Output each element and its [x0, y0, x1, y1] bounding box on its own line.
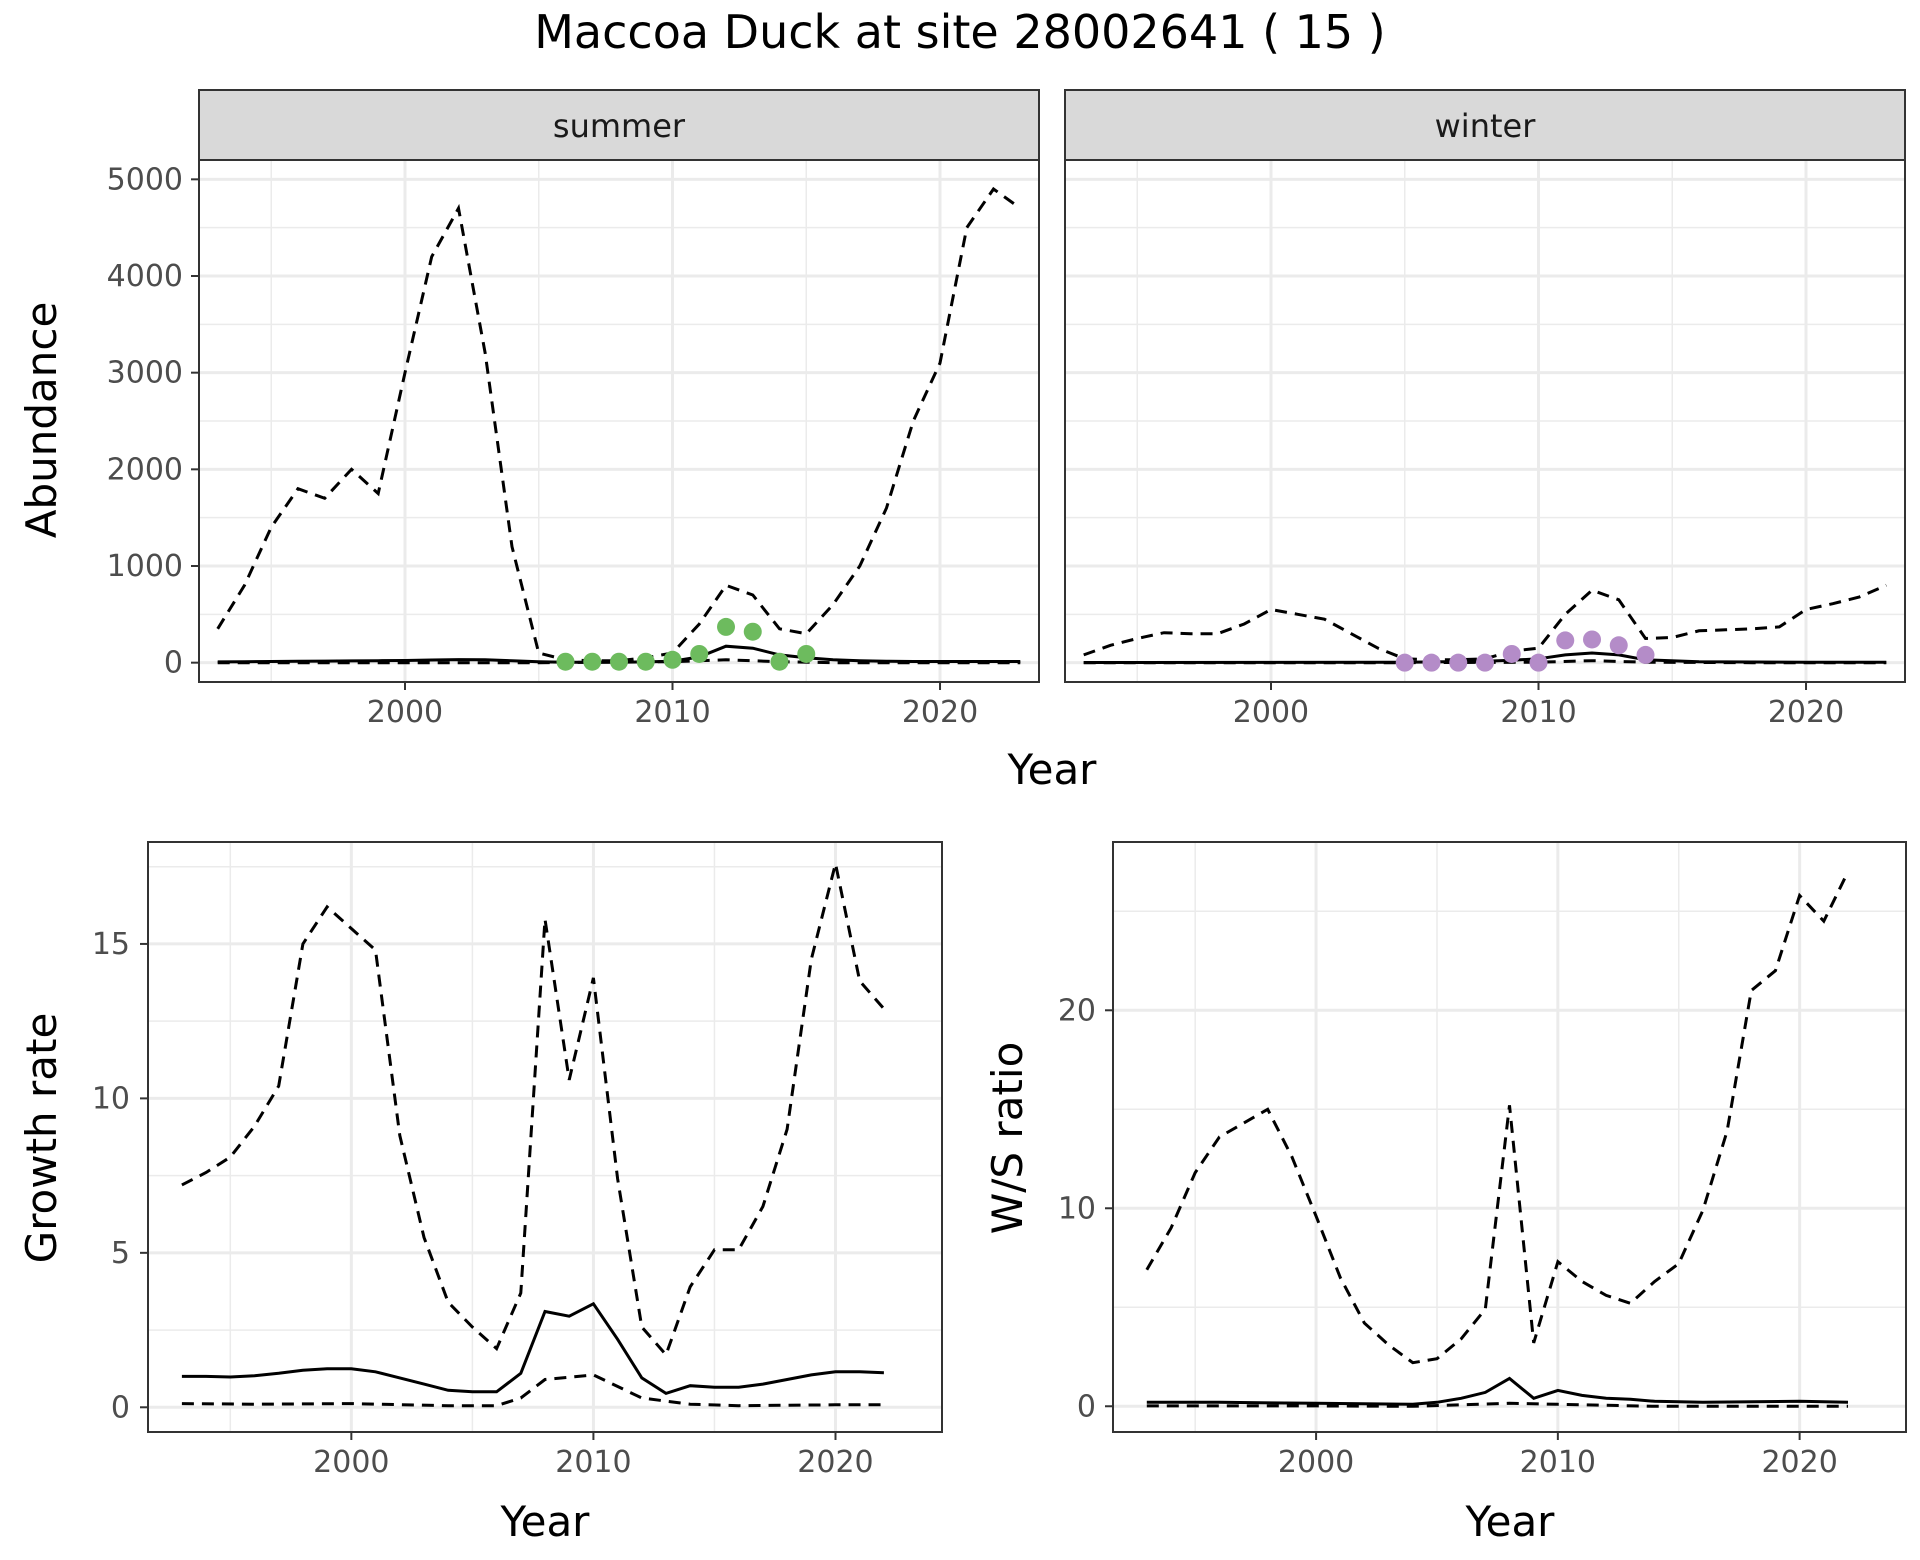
count-point: [583, 652, 602, 671]
count-point: [663, 650, 682, 669]
strip-label-winter: winter: [1435, 107, 1537, 145]
strip-label-summer: summer: [553, 107, 686, 145]
count-point: [1636, 645, 1655, 664]
y-tick-label: 4000: [107, 259, 183, 294]
plot-background: [1113, 842, 1906, 1432]
strip-summer: summer: [198, 89, 1040, 161]
x-tick-label: 2000: [1233, 695, 1309, 730]
y-tick-label: 10: [92, 1081, 130, 1116]
x-tick-label: 2010: [634, 695, 710, 730]
panel-border: [147, 841, 943, 1433]
y-tick-label: 1000: [107, 549, 183, 584]
count-point: [1395, 653, 1414, 672]
top-x-axis-title: Year: [1007, 745, 1098, 794]
x-tick-label: 2010: [555, 1445, 631, 1480]
y-tick-label: 2000: [107, 452, 183, 487]
y-tick-label: 5: [111, 1236, 130, 1271]
y-tick-label: 0: [1077, 1389, 1096, 1424]
estimate-line: [181, 1301, 884, 1396]
y-tick-label: 3000: [107, 356, 183, 391]
count-point: [636, 652, 655, 671]
count-point: [1609, 636, 1628, 655]
top-y-axis-title: Abundance: [17, 302, 66, 539]
count-point: [1476, 653, 1494, 672]
strip-winter: winter: [1064, 89, 1906, 161]
x-tick-label: 2010: [1500, 695, 1576, 730]
count-point: [797, 644, 816, 663]
x-tick-label: 2020: [797, 1445, 873, 1480]
upper-bound-line: [216, 186, 1022, 663]
x-tick-label: 2020: [1761, 1445, 1837, 1480]
count-point: [1556, 631, 1575, 650]
panel-border: [1064, 159, 1906, 683]
count-point: [556, 652, 575, 671]
count-point: [743, 622, 762, 641]
growth-x-axis-title: Year: [500, 1497, 591, 1546]
count-point: [1502, 644, 1521, 663]
y-tick-label: 20: [1058, 993, 1096, 1028]
x-tick-label: 2000: [313, 1445, 389, 1480]
ratio-x-axis-title: Year: [1465, 1497, 1556, 1546]
count-point: [770, 652, 789, 671]
panel-ws-ratio: 2000 2010 2020 0 10 20: [1058, 841, 1907, 1480]
growth-y-axis-title: Growth rate: [17, 1013, 66, 1264]
x-tick-label: 2020: [1768, 695, 1844, 730]
panel-summer-abundance: 2000 2010 2020 0 1000 2000 3000 4000 5000: [107, 159, 1040, 730]
y-tick-label: 10: [1058, 1191, 1096, 1226]
panel-border: [198, 159, 1040, 683]
x-tick-label: 2000: [367, 695, 443, 730]
plot-background: [148, 842, 942, 1432]
ratio-y-axis-title: W/S ratio: [983, 1042, 1032, 1235]
y-tick-label: 0: [164, 646, 183, 681]
estimate-line: [1083, 651, 1887, 664]
count-point: [1529, 653, 1548, 672]
count-point: [1583, 630, 1602, 649]
x-tick-label: 2020: [902, 695, 978, 730]
estimate-line: [1146, 1376, 1849, 1406]
figure-title: Maccoa Duck at site 28002641 ( 15 ): [534, 5, 1386, 59]
upper-bound-line: [1145, 871, 1850, 1365]
panel-growth-rate: 2000 2010 2020 0 5 10 15: [92, 841, 943, 1480]
count-point: [690, 644, 709, 663]
count-point: [717, 617, 736, 636]
upper-bound-line: [181, 863, 886, 1358]
count-point: [1422, 653, 1441, 672]
x-tick-label: 2000: [1278, 1445, 1354, 1480]
y-tick-label: 0: [111, 1390, 130, 1425]
x-tick-label: 2010: [1520, 1445, 1596, 1480]
count-point: [610, 652, 628, 671]
panel-border: [1112, 841, 1907, 1433]
lower-bound-line: [1146, 1401, 1848, 1408]
y-tick-label: 5000: [107, 162, 183, 197]
lower-bound-line: [181, 1373, 884, 1408]
panel-winter-abundance: 2000 2010 2020: [1064, 159, 1906, 730]
y-tick-label: 15: [92, 927, 130, 962]
count-point: [1449, 653, 1468, 672]
